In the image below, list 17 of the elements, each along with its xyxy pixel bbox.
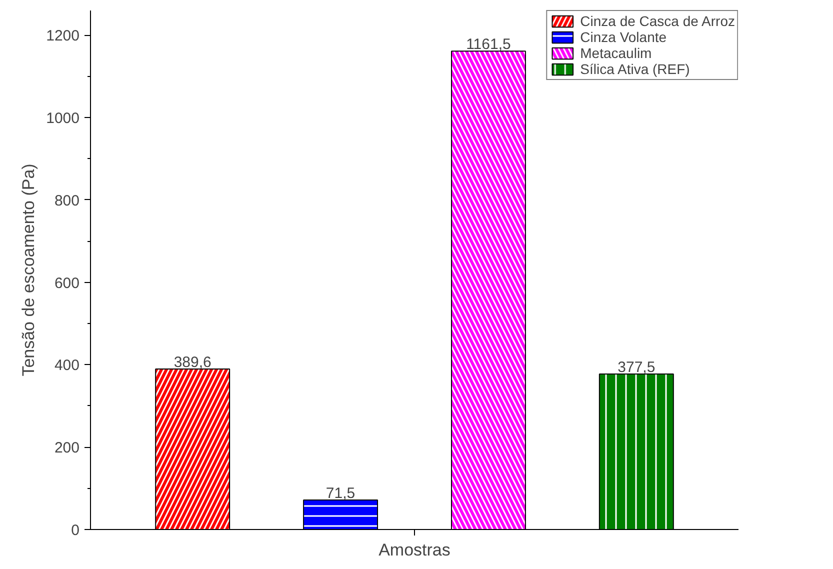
y-tick-label: 1200 bbox=[46, 28, 80, 45]
y-tick-label: 0 bbox=[71, 522, 80, 539]
data-label: 1161,5 bbox=[466, 36, 511, 54]
legend-label: Sílica Ativa (REF) bbox=[580, 61, 690, 77]
y-tick-label: 600 bbox=[54, 274, 80, 292]
data-label: 377,5 bbox=[618, 359, 656, 376]
y-axis-title: Tensão de escoamento (Pa) bbox=[19, 164, 38, 376]
y-tick-label: 400 bbox=[54, 357, 80, 374]
y-tick-label: 200 bbox=[54, 440, 80, 457]
legend-label: Metacaulim bbox=[580, 45, 652, 61]
y-tick-label: 1000 bbox=[46, 110, 80, 128]
data-label: 71,5 bbox=[326, 485, 356, 502]
legend-label: Cinza Volante bbox=[580, 29, 667, 45]
y-tick-label: 800 bbox=[54, 192, 80, 210]
legend-label: Cinza de Casca de Arroz bbox=[580, 13, 735, 29]
x-axis-title: Amostras bbox=[378, 540, 450, 560]
data-label: 389,6 bbox=[174, 354, 212, 372]
